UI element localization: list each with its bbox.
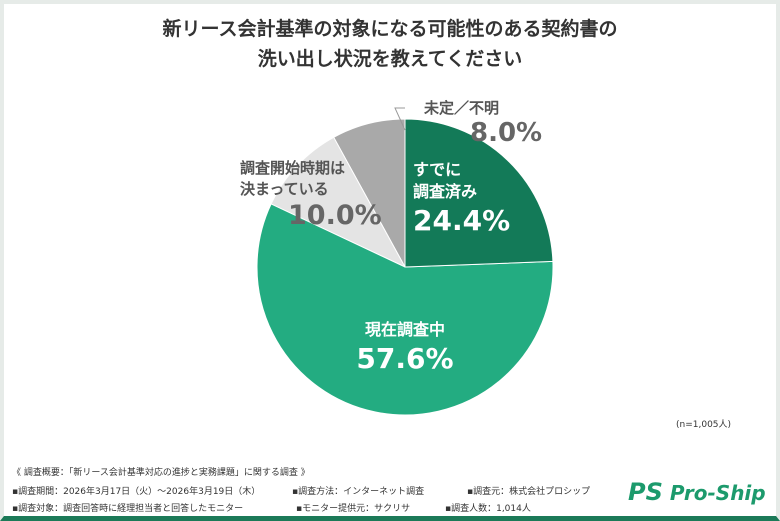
pie-slice-2: [270, 136, 407, 269]
pie-slice-0: [404, 118, 554, 268]
survey-count: ▪調査人数：1,014人: [445, 504, 531, 514]
survey-source: ▪調査元：株式会社プロシップ: [467, 487, 591, 497]
sample-size-note: (n=1,005人): [676, 420, 732, 430]
label-undecided: 未定／不明 8.0%: [424, 99, 543, 148]
label-inprogress: 現在調査中 57.6%: [356, 320, 454, 375]
label-done: すでに 調査済み 24.4%: [413, 160, 511, 237]
survey-period: ▪調査期間：2026年3月17日（火）〜2026年3月19日（木）: [12, 487, 261, 497]
monitor-provider: ▪モニター提供元：サクリサ: [296, 504, 411, 514]
pro-ship-logo: PS Pro-Ship: [628, 478, 766, 506]
chart-title-line-2: 洗い出し状況を教えてください: [257, 48, 523, 70]
chart-title-line-1: 新リース会計基準の対象になる可能性のある契約書の: [162, 18, 618, 40]
survey-target: ▪調査対象：調査回答時に経理担当者と回答したモニター: [12, 504, 244, 514]
survey-method: ▪調査方法：インターネット調査: [292, 487, 425, 497]
label-scheduled: 調査開始時期は 決まっている 10.0%: [240, 159, 382, 231]
pie-slice-1: [256, 203, 554, 416]
survey-summary: 《 調査概要：「新リース会計基準対応の進捗と実務課題」に関する調査 》: [12, 468, 310, 478]
leader-line: [394, 107, 406, 131]
